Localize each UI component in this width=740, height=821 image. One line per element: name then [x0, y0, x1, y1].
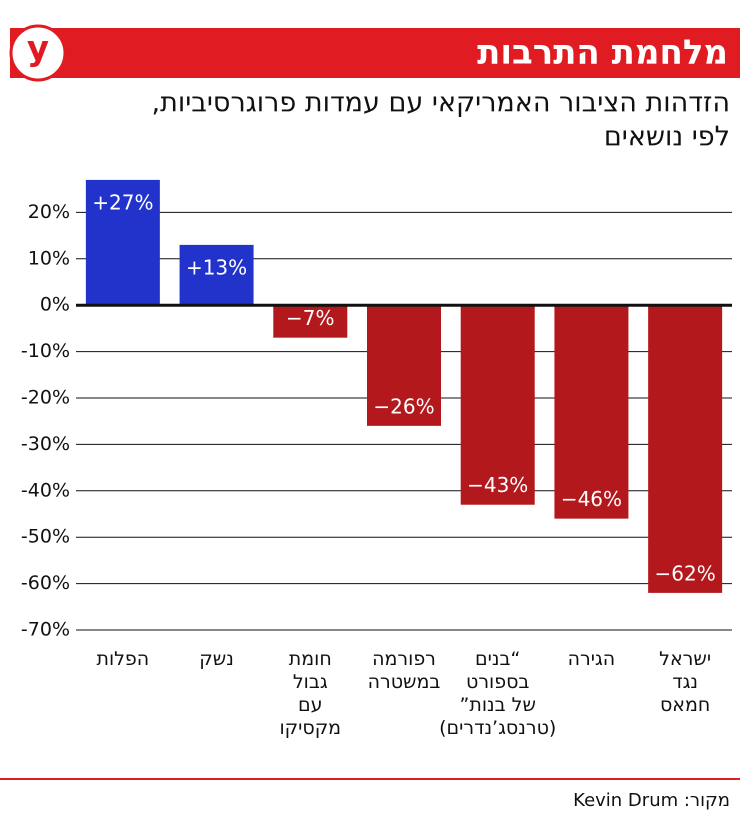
x-tick-label: הפלות [96, 648, 150, 670]
y-tick-label: 20% [28, 201, 70, 223]
logo: y [27, 29, 49, 69]
bar [273, 305, 348, 338]
value-label: −43% [467, 473, 528, 497]
source: מקור: Kevin Drum [573, 790, 730, 811]
x-tick-label: הגירה [567, 648, 616, 670]
chart-title: מלחמת התרבות [477, 33, 728, 73]
y-tick-label: -10% [21, 340, 70, 362]
y-tick-label: 10% [28, 247, 70, 269]
x-tick-label-box: “בנים בספורט של בנות” (טרנסג’נדרים) [439, 648, 557, 739]
bar [460, 305, 535, 505]
x-tick-label-box: חומת גבול עם מקסיקו [279, 648, 342, 739]
value-label: +13% [186, 255, 247, 279]
x-tick-label-box: הפלות [96, 648, 150, 670]
x-tick-label-box: נשק [199, 648, 234, 670]
y-tick-label: -20% [21, 387, 70, 409]
subtitle: לפי נושאים [604, 122, 730, 153]
x-tick-label: רפורמה במשטרה [367, 648, 441, 693]
bar [648, 305, 723, 593]
x-tick-label: נשק [199, 648, 234, 670]
x-tick-label-box: הגירה [567, 648, 616, 670]
bar [554, 305, 629, 519]
value-label: −62% [655, 561, 716, 585]
y-tick-label: -40% [21, 479, 70, 501]
x-tick-label-box: רפורמה במשטרה [367, 648, 441, 693]
y-tick-label: -60% [21, 572, 70, 594]
logo-circle [9, 24, 67, 82]
value-label: +27% [92, 190, 153, 214]
value-label: −7% [286, 306, 335, 330]
bar [179, 244, 254, 306]
subtitle: הזדהות הציבור האמריקאי עם עמדות פרוגרסיב… [152, 88, 730, 119]
x-tick-label: “בנים בספורט של בנות” (טרנסג’נדרים) [439, 648, 557, 739]
y-tick-label: -30% [21, 433, 70, 455]
value-label: −26% [373, 394, 434, 418]
bar [85, 179, 160, 306]
value-label: −46% [561, 487, 622, 511]
x-tick-label-box: ישראל נגד חמאס [659, 648, 712, 716]
x-tick-label: חומת גבול עם מקסיקו [279, 648, 342, 739]
x-tick-label: ישראל נגד חמאס [659, 648, 712, 716]
bar [367, 305, 441, 426]
y-tick-label: 0% [40, 294, 70, 316]
title-banner [10, 28, 740, 78]
y-tick-label: -50% [21, 526, 70, 548]
y-tick-label: -70% [21, 619, 70, 641]
